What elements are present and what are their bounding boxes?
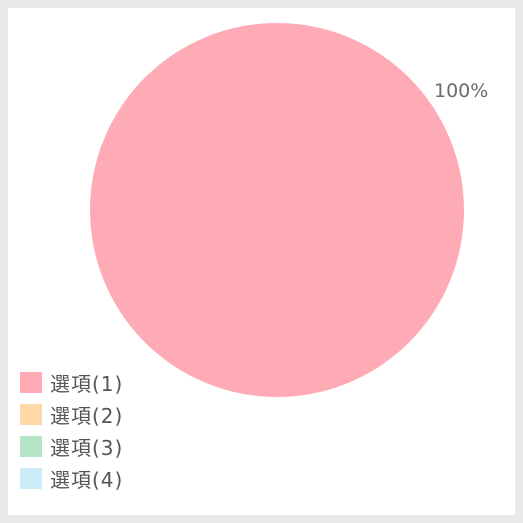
legend-label: 選項(4) bbox=[50, 464, 123, 493]
legend-swatch bbox=[20, 436, 42, 457]
pie-slice-1[interactable] bbox=[90, 23, 464, 397]
legend-swatch bbox=[20, 404, 42, 425]
pie-slices bbox=[90, 23, 464, 397]
legend: 選項(1) 選項(2) 選項(3) 選項(4) bbox=[20, 371, 123, 489]
legend-item[interactable]: 選項(4) bbox=[20, 467, 123, 489]
slice-percent-label: 100% bbox=[434, 80, 488, 102]
legend-item[interactable]: 選項(2) bbox=[20, 403, 123, 425]
legend-label: 選項(1) bbox=[50, 368, 123, 397]
chart-frame: 100% 選項(1) 選項(2) 選項(3) 選項(4) bbox=[8, 8, 515, 515]
legend-label: 選項(3) bbox=[50, 432, 123, 461]
legend-label: 選項(2) bbox=[50, 400, 123, 429]
legend-item[interactable]: 選項(3) bbox=[20, 435, 123, 457]
legend-swatch bbox=[20, 372, 42, 393]
legend-swatch bbox=[20, 468, 42, 489]
legend-item[interactable]: 選項(1) bbox=[20, 371, 123, 393]
